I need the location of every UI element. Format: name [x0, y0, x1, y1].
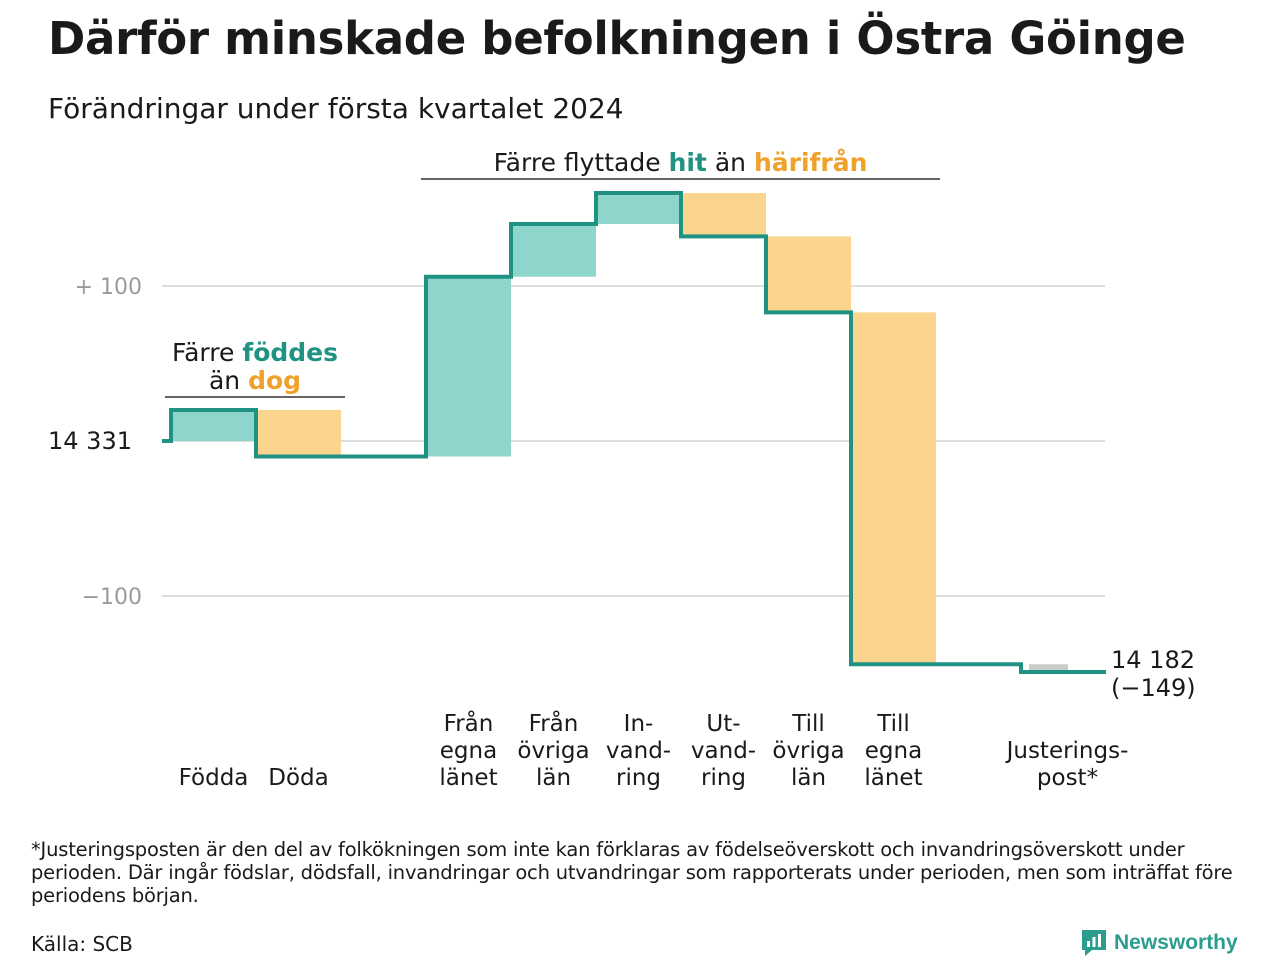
annotation-part-1-0-0: Färre flyttade: [494, 148, 669, 177]
bar-10: [1029, 664, 1068, 672]
category-label-6-0: Ut-: [706, 711, 740, 737]
category-label-7-0: Till: [791, 711, 825, 737]
annotation-part-0-1-1: dog: [248, 366, 301, 395]
start-value-label: 14 331: [48, 427, 132, 455]
y-tick-label-2: −100: [82, 585, 142, 610]
category-label-8-1: egna: [865, 738, 922, 764]
category-label-3-0: Från: [444, 709, 494, 737]
y-tick-label-0: + 100: [75, 275, 142, 300]
category-label-6-2: ring: [701, 765, 746, 791]
newsworthy-logo[interactable]: Newsworthy: [1080, 928, 1238, 958]
bar-4: [511, 224, 596, 277]
line-layer: [162, 191, 1106, 674]
category-label-10-0: Justerings-: [1005, 738, 1129, 764]
bar-3: [426, 276, 511, 457]
bar-1: [256, 410, 341, 457]
annotation-part-1-0-1: hit: [669, 148, 707, 177]
annotation-text-0-1: än dog: [209, 366, 301, 395]
category-label-4-1: övriga: [517, 738, 589, 764]
annotation-part-0-0-1: föddes: [242, 338, 338, 367]
category-label-3-1: egna: [440, 738, 497, 764]
bar-5: [596, 193, 681, 224]
bar-0: [171, 410, 256, 441]
annotation-part-1-0-3: härifrån: [754, 148, 867, 177]
chart-title: Därför minskade befolkningen i Östra Göi…: [48, 12, 1186, 65]
category-label-5-2: ring: [616, 765, 661, 791]
annotation-text-0-0: Färre föddes: [172, 338, 338, 367]
running-total-line: [162, 191, 1106, 674]
source-label: Källa: SCB: [31, 932, 133, 956]
category-label-10-1: post*: [1037, 765, 1098, 791]
bar-7: [766, 236, 851, 313]
annotation-text-1-0: Färre flyttade hit än härifrån: [494, 148, 868, 177]
category-label-5-1: vand-: [606, 738, 671, 764]
category-label-8-2: länet: [864, 765, 922, 791]
annotation-part-1-0-2: än: [707, 148, 754, 177]
category-label-4-0: Från: [529, 709, 579, 737]
category-label-0-0: Födda: [179, 765, 249, 791]
end-change-label: (−149): [1111, 674, 1196, 702]
end-value-label: 14 182: [1111, 646, 1195, 674]
category-label-8-0: Till: [876, 711, 910, 737]
category-label-7-2: län: [791, 765, 826, 791]
category-label-3-2: länet: [439, 765, 497, 791]
category-label-1-0: Döda: [268, 765, 328, 791]
category-label-5-0: In-: [624, 711, 654, 737]
bar-layer: [171, 193, 1068, 672]
category-label-6-1: vand-: [691, 738, 756, 764]
category-label-7-1: övriga: [772, 738, 844, 764]
chart-subtitle: Förändringar under första kvartalet 2024: [48, 92, 624, 125]
logo-text: Newsworthy: [1114, 931, 1238, 954]
category-label-4-2: län: [536, 765, 571, 791]
bar-6: [681, 193, 766, 237]
bar-8: [851, 312, 936, 665]
newsworthy-logo-icon: [1082, 930, 1106, 956]
footnote: *Justeringsposten är den del av folkökni…: [31, 838, 1233, 907]
annotation-part-0-1-0: än: [209, 366, 248, 395]
annotation-part-0-0-0: Färre: [172, 338, 242, 367]
